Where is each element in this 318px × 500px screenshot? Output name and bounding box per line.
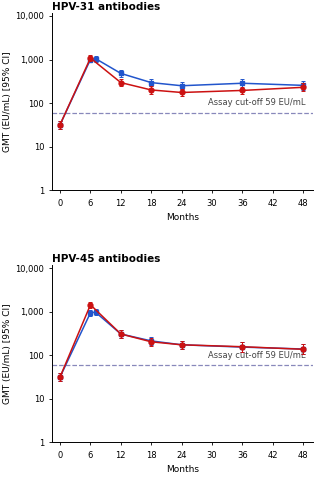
- Text: Assay cut-off 59 EU/mL: Assay cut-off 59 EU/mL: [208, 350, 306, 360]
- Text: HPV-31 antibodies: HPV-31 antibodies: [52, 2, 161, 12]
- Text: HPV-45 antibodies: HPV-45 antibodies: [52, 254, 161, 264]
- X-axis label: Months: Months: [166, 213, 199, 222]
- Y-axis label: GMT (EU/mL) [95% CI]: GMT (EU/mL) [95% CI]: [3, 51, 12, 152]
- Text: Assay cut-off 59 EU/mL: Assay cut-off 59 EU/mL: [208, 98, 306, 108]
- X-axis label: Months: Months: [166, 466, 199, 474]
- Y-axis label: GMT (EU/mL) [95% CI]: GMT (EU/mL) [95% CI]: [3, 304, 12, 404]
